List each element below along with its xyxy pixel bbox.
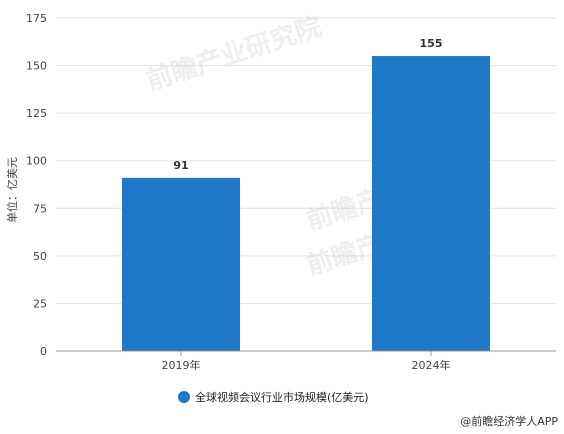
y-axis-title: 单位：亿美元 — [5, 157, 19, 223]
x-tick-label: 2024年 — [412, 358, 451, 372]
y-tick-label: 150 — [26, 60, 47, 73]
legend-label: 全球视频会议行业市场规模(亿美元) — [195, 390, 369, 404]
data-label: 91 — [173, 159, 188, 172]
legend-marker — [178, 391, 190, 403]
data-labels: 91 155 — [173, 37, 442, 172]
y-tick-labels: 0 25 50 75 100 125 150 175 — [26, 12, 47, 358]
bar — [122, 177, 240, 351]
bars — [122, 56, 490, 352]
y-tick-label: 0 — [40, 345, 47, 358]
x-tick-labels: 2019年 2024年 — [162, 351, 451, 372]
bar — [372, 56, 490, 352]
y-tick-label: 25 — [33, 297, 47, 310]
y-tick-label: 75 — [33, 202, 47, 215]
y-tick-label: 50 — [33, 250, 47, 263]
legend: 全球视频会议行业市场规模(亿美元) — [178, 390, 369, 404]
y-tick-label: 125 — [26, 107, 47, 120]
credit-text: @前瞻经济学人APP — [460, 414, 558, 428]
x-tick-label: 2019年 — [162, 358, 201, 372]
y-tick-label: 100 — [26, 155, 47, 168]
watermark-text: 前瞻产业研究院 — [143, 11, 326, 97]
y-tick-label: 175 — [26, 12, 47, 25]
data-label: 155 — [420, 37, 443, 50]
